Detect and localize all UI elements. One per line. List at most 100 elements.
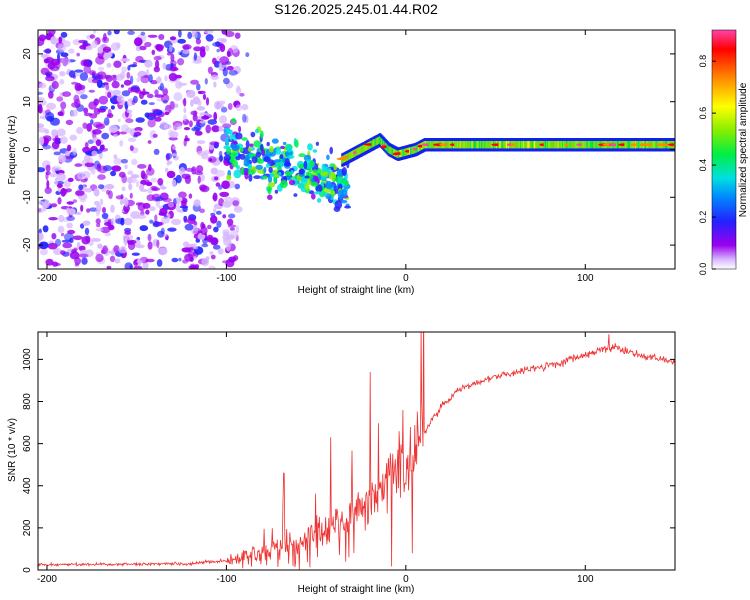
spectrogram-blob — [50, 203, 58, 208]
spectrogram-blob — [46, 180, 50, 189]
spectrogram-blob — [60, 187, 67, 197]
spectrogram-blob — [172, 145, 177, 150]
x-tick-label: -200 — [37, 574, 57, 585]
spectrogram-blob — [178, 197, 183, 202]
spectrogram-blob — [139, 45, 147, 51]
spectrogram-blob — [104, 232, 111, 237]
spectrogram-blob — [316, 198, 322, 203]
spectrogram-blob — [344, 205, 351, 209]
spectrogram-blob — [187, 217, 196, 225]
spectrogram-blob — [280, 180, 288, 189]
spectrogram-blob — [220, 106, 228, 113]
colorbar-tick-label: 0.2 — [698, 211, 708, 224]
spectrogram-blob — [228, 213, 236, 219]
spectrogram-blob — [113, 134, 118, 138]
spectrogram-blob — [61, 239, 72, 243]
spectrogram-blob — [86, 208, 91, 213]
spectrogram-blob — [225, 137, 229, 146]
spectrogram-blob — [113, 158, 123, 165]
spectrogram-blob — [50, 36, 58, 45]
spectrogram-blob — [250, 131, 256, 138]
spectrogram-blob — [204, 78, 208, 85]
spectrogram-blob — [169, 101, 175, 110]
spectrogram-blob — [110, 170, 117, 177]
spectrogram-blob — [93, 188, 100, 197]
spectrogram-blob — [56, 183, 63, 189]
spectrogram-blob — [124, 164, 128, 170]
spectrogram-blob — [219, 115, 228, 124]
y-tick-label: -10 — [22, 190, 33, 205]
spectrogram-blob — [167, 227, 177, 232]
spectrogram-blob — [73, 94, 80, 104]
spectrogram-blob — [89, 113, 98, 119]
spectrogram-blob — [199, 112, 207, 116]
spectrogram-blob — [329, 146, 334, 155]
spectrogram-blob — [76, 84, 86, 91]
spectrogram-blob — [141, 173, 148, 180]
spectrogram-blob — [331, 190, 336, 196]
spectrogram-blob — [135, 117, 145, 123]
spectrogram-blob — [110, 204, 115, 213]
spectrogram-blob — [226, 218, 234, 226]
spectrogram-blob — [134, 37, 143, 47]
spectrogram-blob — [216, 48, 220, 53]
spectrogram-blob — [80, 178, 88, 183]
spectrogram-blob — [51, 80, 59, 90]
y-tick-label: 400 — [22, 477, 33, 494]
spectrogram-blob — [212, 57, 217, 65]
spectrogram-blob — [294, 139, 299, 148]
spectrogram-blob — [197, 175, 201, 184]
spectrogram-blob — [80, 223, 85, 229]
spectrogram-blob — [194, 130, 203, 136]
spectrogram-blob — [161, 216, 170, 224]
spectrogram-blob — [108, 124, 119, 134]
spectrogram-blob — [60, 136, 68, 144]
spectrogram-blob — [199, 48, 206, 58]
spectrogram-blob — [119, 140, 124, 147]
spectrogram-x-axis-label: Height of straight line (km) — [298, 285, 415, 296]
x-tick-label: 100 — [577, 273, 594, 284]
spectrogram-blob — [101, 212, 109, 220]
spectrogram-blob — [104, 48, 112, 53]
spectrogram-blob — [120, 158, 128, 164]
spectrogram-blob — [254, 128, 260, 134]
spectrogram-blob — [58, 36, 63, 44]
spectrogram-blob — [164, 75, 168, 82]
spectrogram-blob — [312, 149, 318, 153]
spectrogram-blob — [231, 118, 236, 124]
spectrogram-blob — [38, 245, 42, 250]
spectrogram-blob — [95, 253, 104, 263]
spectrogram-blob — [218, 125, 224, 132]
spectrogram-blob — [271, 138, 279, 144]
spectrogram-blob — [131, 158, 138, 166]
spectrogram-blob — [100, 82, 106, 88]
spectrogram-blob — [328, 172, 337, 180]
spectrogram-blob — [148, 164, 152, 172]
spectrogram-blob — [153, 56, 162, 61]
spectrogram-blob — [240, 166, 245, 176]
spectrogram-blob — [212, 195, 217, 200]
spectrogram-blob — [245, 140, 250, 149]
spectrogram-blob — [193, 110, 197, 117]
spectrogram-blob — [119, 199, 123, 206]
spectrogram-blob — [274, 162, 279, 168]
spectrogram-blob — [205, 34, 214, 42]
spectrogram-blob — [321, 192, 328, 196]
spectrogram-blob — [48, 91, 54, 99]
spectrogram-blob — [222, 123, 232, 129]
spectrogram-blob — [74, 257, 81, 265]
spectrogram-blob — [147, 34, 158, 38]
spectrogram-blob — [241, 137, 248, 141]
spectrogram-blob — [76, 52, 80, 57]
spectrogram-blob — [69, 134, 78, 141]
spectrogram-blob — [170, 53, 175, 63]
spectrogram-blob — [196, 83, 201, 91]
spectrogram-blob — [126, 177, 133, 184]
spectrogram-blob — [136, 214, 147, 220]
spectrogram-blob — [168, 129, 175, 138]
spectrogram-blob — [182, 259, 189, 264]
spectrogram-blob — [205, 45, 210, 52]
spectrogram-blob — [108, 190, 113, 200]
spectrogram-blob — [144, 179, 150, 185]
spectrogram-blob — [225, 259, 235, 268]
